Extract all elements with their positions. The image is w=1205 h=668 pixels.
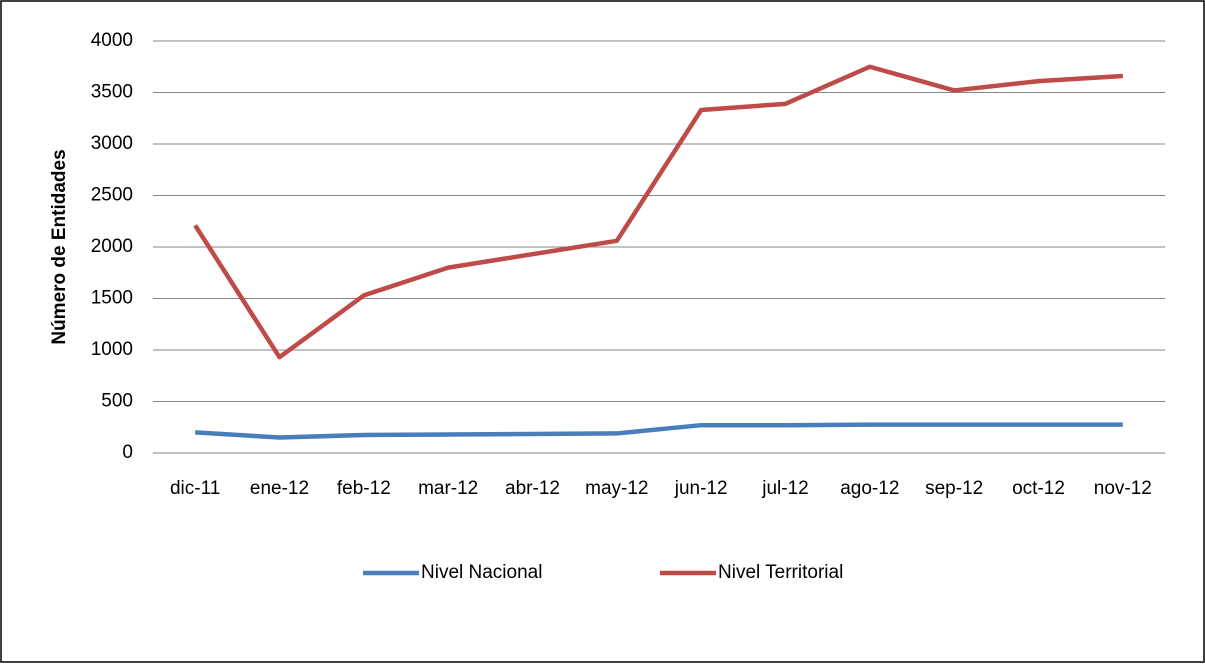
x-tick-label: ago-12	[840, 478, 899, 499]
y-tick-label: 2500	[91, 185, 133, 206]
y-tick-label: 3000	[91, 133, 133, 154]
x-tick-label: mar-12	[418, 478, 478, 499]
x-tick-label: nov-12	[1094, 478, 1152, 499]
x-tick-label: dic-11	[170, 478, 220, 499]
x-tick-label: oct-12	[1012, 478, 1065, 499]
y-tick-label: 3500	[91, 82, 133, 103]
legend-label: Nivel Nacional	[421, 562, 542, 583]
y-tick-label: 0	[122, 442, 133, 463]
x-tick-label: may-12	[585, 478, 648, 499]
y-tick-label: 2000	[91, 236, 133, 257]
y-tick-label: 500	[101, 391, 133, 412]
x-tick-label: jul-12	[761, 478, 808, 499]
data-line	[193, 64, 1123, 360]
y-axis-label: Número de Entidades	[49, 149, 70, 344]
x-tick-label: sep-12	[925, 478, 983, 499]
y-tick-label: 1000	[91, 339, 133, 360]
y-tick-label: 4000	[91, 30, 133, 51]
x-tick-label: jun-12	[674, 478, 728, 499]
y-tick-label: 1500	[91, 288, 133, 309]
legend-label: Nivel Territorial	[718, 562, 843, 583]
x-tick-label: abr-12	[505, 478, 560, 499]
data-line	[195, 422, 1123, 440]
x-tick-label: ene-12	[250, 478, 309, 499]
x-tick-label: feb-12	[337, 478, 391, 499]
